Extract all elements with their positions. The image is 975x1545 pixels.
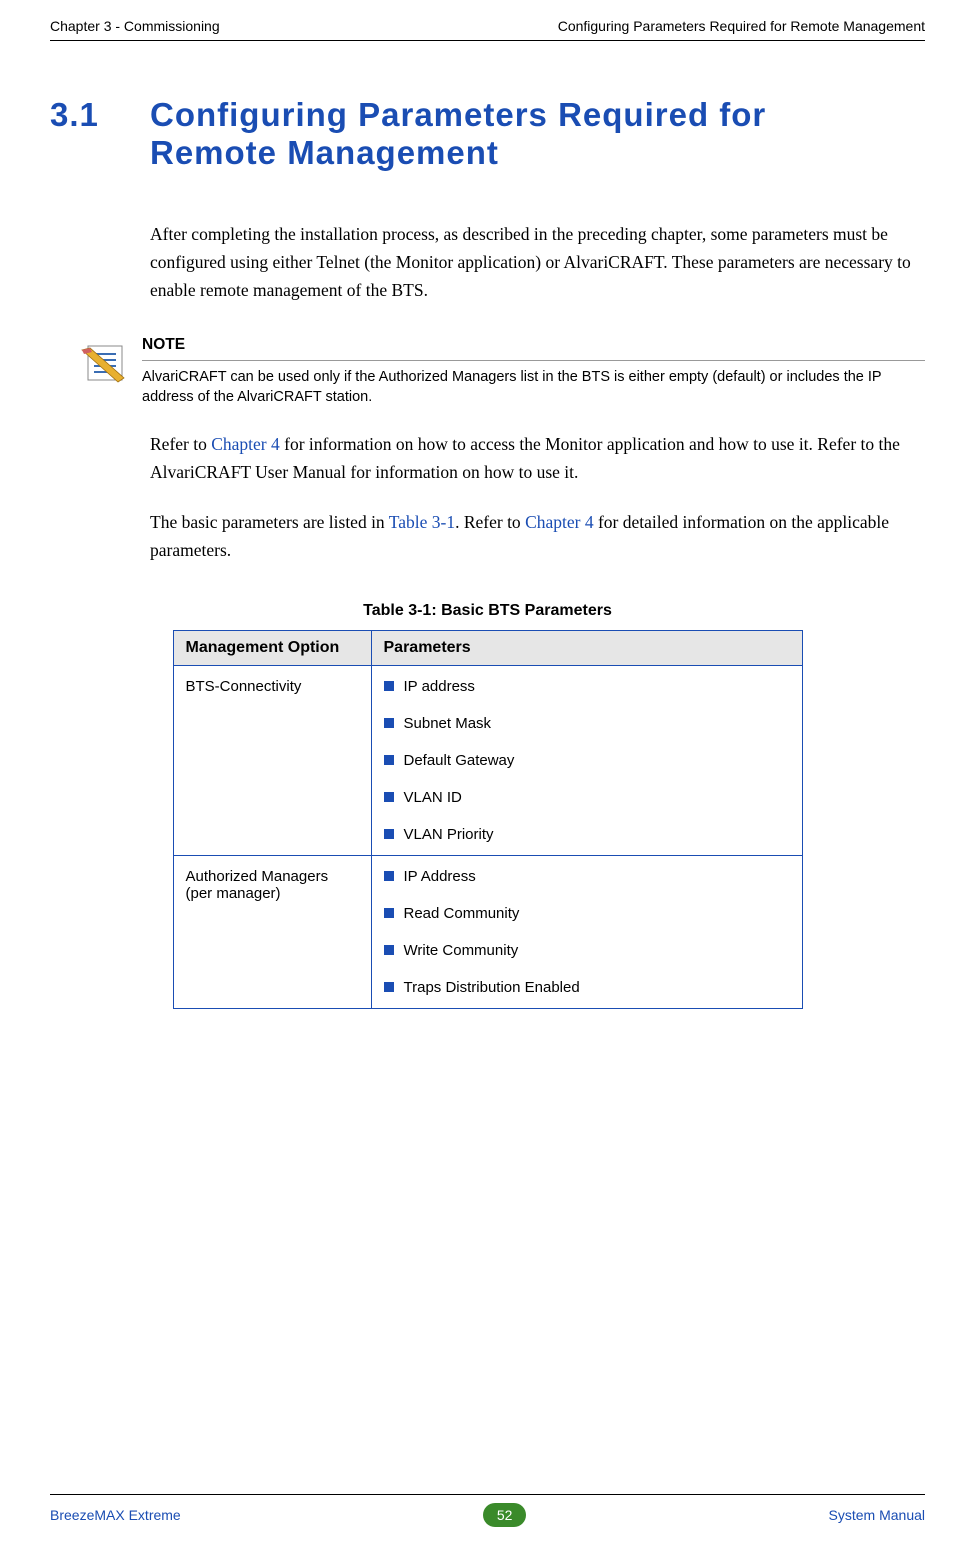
section-heading: 3.1 Configuring Parameters Required for …	[0, 41, 975, 172]
list-item: VLAN ID	[384, 789, 790, 806]
bullet-icon	[384, 681, 394, 691]
param-text: Write Community	[404, 942, 519, 959]
list-item: Subnet Mask	[384, 715, 790, 732]
chapter-4-link-2[interactable]: Chapter 4	[525, 512, 594, 532]
note-label: NOTE	[142, 336, 925, 361]
para3-mid: . Refer to	[455, 512, 525, 532]
intro-paragraph: After completing the installation proces…	[100, 220, 975, 304]
list-item: VLAN Priority	[384, 826, 790, 843]
param-text: IP address	[404, 678, 475, 695]
section-title: Configuring Parameters Required for Remo…	[150, 96, 870, 172]
para2-pre: Refer to	[150, 434, 211, 454]
table-row: Authorized Managers (per manager) IP Add…	[173, 855, 802, 1008]
param-text: Traps Distribution Enabled	[404, 979, 580, 996]
footer-left: BreezeMAX Extreme	[50, 1507, 181, 1523]
bullet-icon	[384, 792, 394, 802]
list-item: Traps Distribution Enabled	[384, 979, 790, 996]
list-item: IP Address	[384, 868, 790, 885]
note-box: NOTE AlvariCRAFT can be used only if the…	[80, 336, 925, 408]
table-cell-params: IP Address Read Community Write Communit…	[371, 855, 802, 1008]
list-item: IP address	[384, 678, 790, 695]
param-text: Default Gateway	[404, 752, 515, 769]
bullet-icon	[384, 945, 394, 955]
table-3-1-link[interactable]: Table 3-1	[389, 512, 455, 532]
header-left: Chapter 3 - Commissioning	[50, 18, 220, 34]
table-cell-option: Authorized Managers (per manager)	[173, 855, 371, 1008]
bullet-icon	[384, 829, 394, 839]
param-text: VLAN Priority	[404, 826, 494, 843]
basic-bts-parameters-table: Management Option Parameters BTS-Connect…	[173, 630, 803, 1009]
page-footer: BreezeMAX Extreme 52 System Manual	[50, 1494, 925, 1527]
param-list: IP Address Read Community Write Communit…	[384, 868, 790, 996]
list-item: Read Community	[384, 905, 790, 922]
note-content: NOTE AlvariCRAFT can be used only if the…	[142, 336, 925, 408]
table-cell-option: BTS-Connectivity	[173, 665, 371, 855]
note-icon	[80, 338, 130, 388]
table-header-row: Management Option Parameters	[173, 630, 802, 665]
page-header: Chapter 3 - Commissioning Configuring Pa…	[50, 0, 925, 41]
chapter-4-link[interactable]: Chapter 4	[211, 434, 280, 454]
header-right: Configuring Parameters Required for Remo…	[558, 18, 925, 34]
paragraph-3: The basic parameters are listed in Table…	[0, 508, 975, 564]
bullet-icon	[384, 871, 394, 881]
table-header-parameters: Parameters	[371, 630, 802, 665]
param-text: Subnet Mask	[404, 715, 492, 732]
bullet-icon	[384, 718, 394, 728]
bullet-icon	[384, 908, 394, 918]
table-caption: Table 3-1: Basic BTS Parameters	[0, 602, 975, 620]
param-text: Read Community	[404, 905, 520, 922]
table-cell-params: IP address Subnet Mask Default Gateway V…	[371, 665, 802, 855]
table-header-management-option: Management Option	[173, 630, 371, 665]
param-list: IP address Subnet Mask Default Gateway V…	[384, 678, 790, 843]
param-text: IP Address	[404, 868, 476, 885]
bullet-icon	[384, 755, 394, 765]
paragraph-2: Refer to Chapter 4 for information on ho…	[0, 430, 975, 486]
note-text: AlvariCRAFT can be used only if the Auth…	[142, 367, 925, 408]
table-row: BTS-Connectivity IP address Subnet Mask …	[173, 665, 802, 855]
list-item: Write Community	[384, 942, 790, 959]
para3-pre: The basic parameters are listed in	[150, 512, 389, 532]
section-number: 3.1	[50, 96, 150, 134]
param-text: VLAN ID	[404, 789, 462, 806]
bullet-icon	[384, 982, 394, 992]
page-number-badge: 52	[483, 1503, 527, 1527]
footer-right: System Manual	[829, 1507, 925, 1523]
list-item: Default Gateway	[384, 752, 790, 769]
